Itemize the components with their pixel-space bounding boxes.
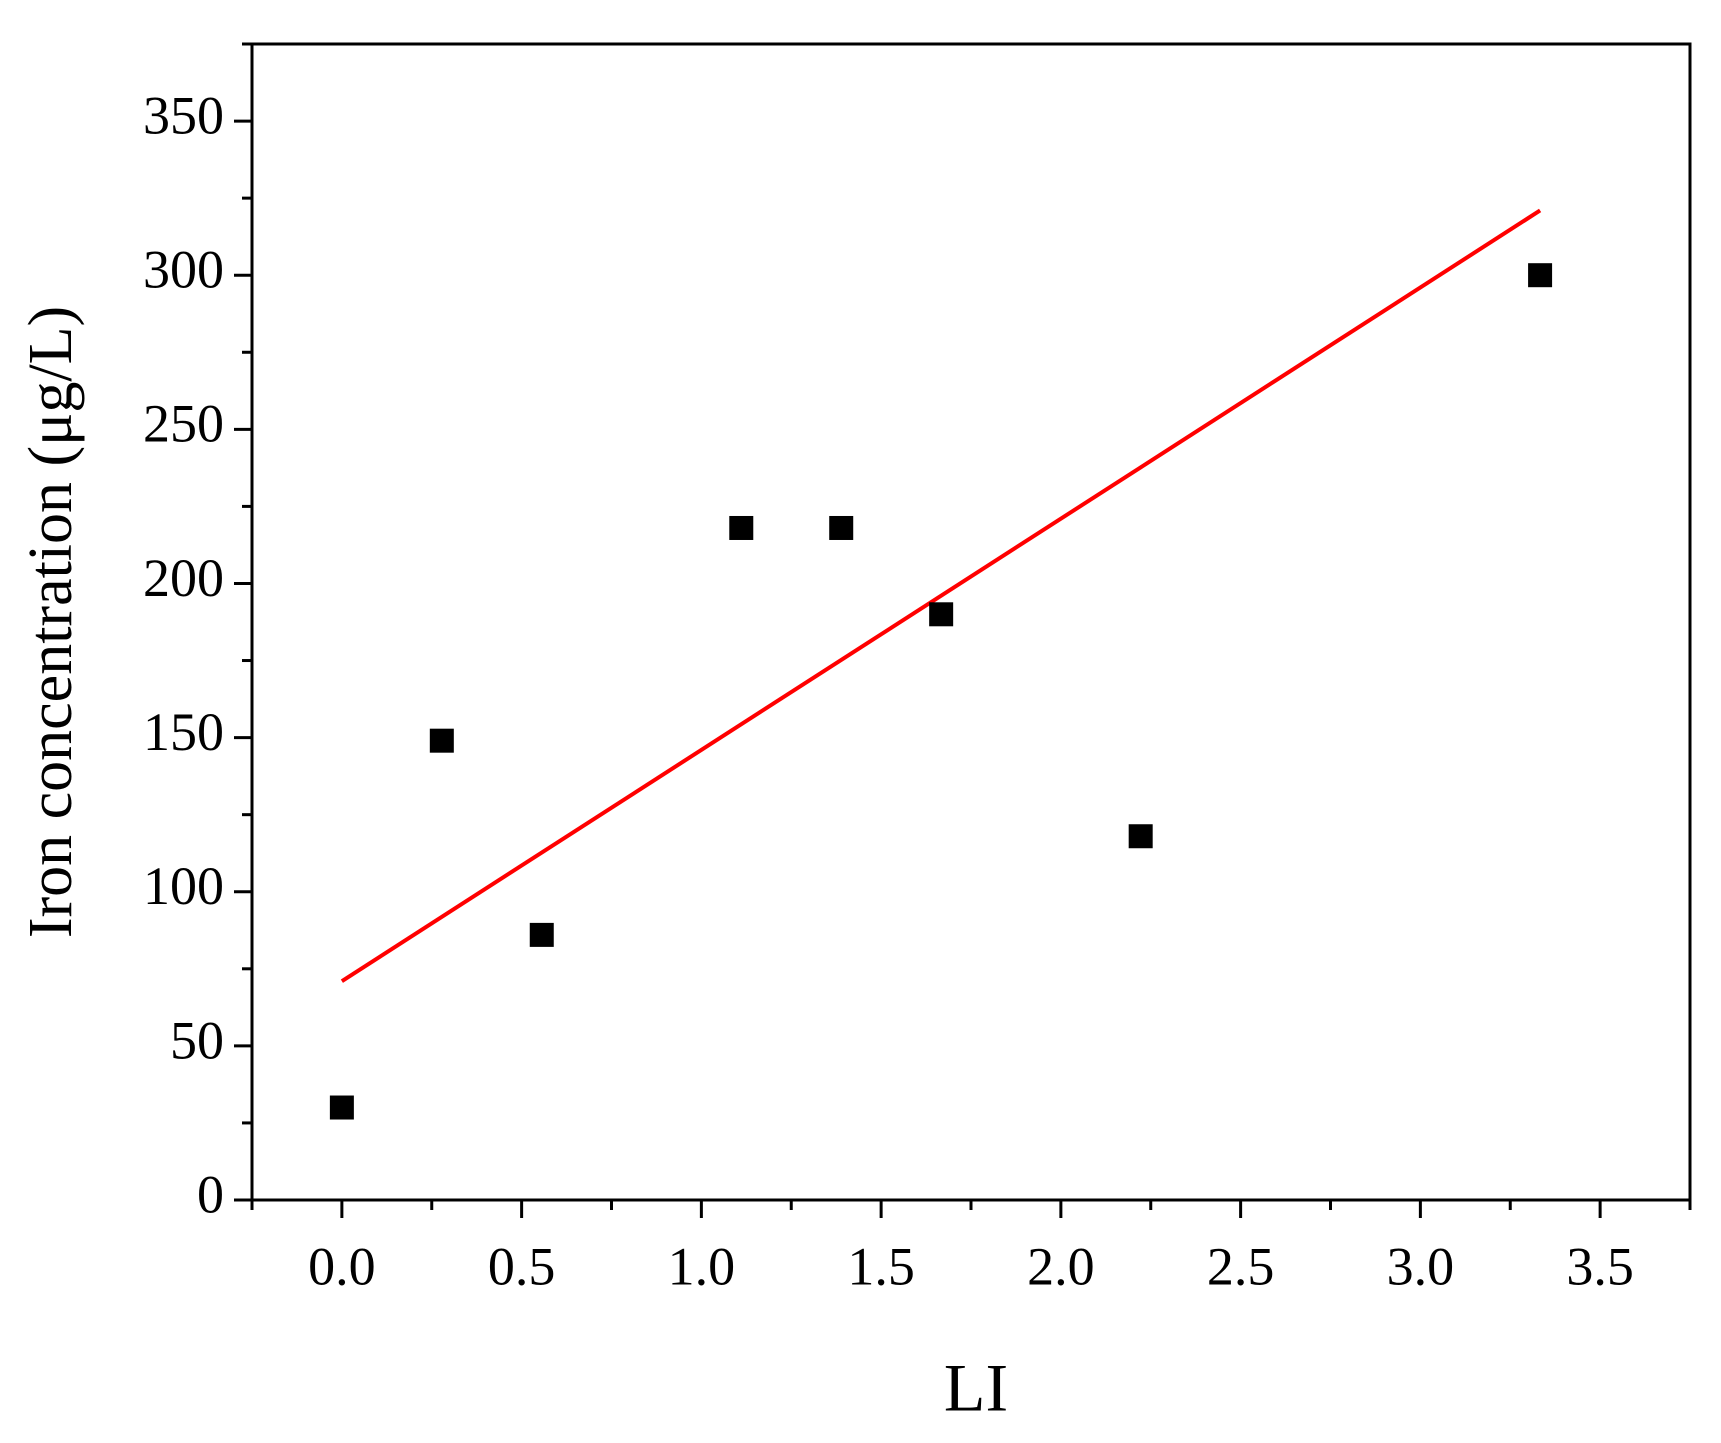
data-point bbox=[329, 1095, 354, 1120]
y-tick-label: 0 bbox=[197, 1164, 224, 1224]
data-point bbox=[1528, 263, 1553, 288]
y-tick-label: 50 bbox=[170, 1010, 224, 1070]
y-tick-label: 150 bbox=[143, 702, 224, 762]
x-tick-label: 2.5 bbox=[1207, 1236, 1275, 1296]
y-tick-label: 200 bbox=[143, 548, 224, 608]
y-axis-label: Iron concentration (μg/L) bbox=[17, 306, 85, 938]
x-tick-label: 0.5 bbox=[488, 1236, 556, 1296]
y-tick-label: 100 bbox=[143, 856, 224, 916]
x-tick-label: 0.0 bbox=[308, 1236, 376, 1296]
data-point bbox=[529, 922, 554, 947]
x-tick-label: 1.5 bbox=[847, 1236, 915, 1296]
fit-line bbox=[340, 208, 1542, 983]
y-tick-label: 250 bbox=[143, 394, 224, 454]
x-axis-label: LI bbox=[944, 1350, 1008, 1426]
x-tick-label: 1.0 bbox=[668, 1236, 736, 1296]
x-tick-label: 3.5 bbox=[1566, 1236, 1634, 1296]
data-point bbox=[729, 515, 754, 540]
plot-frame bbox=[250, 42, 1692, 1202]
y-tick-label: 350 bbox=[143, 85, 224, 145]
data-point bbox=[1128, 824, 1153, 849]
y-tick-label: 300 bbox=[143, 240, 224, 300]
data-point bbox=[429, 728, 454, 753]
x-tick-label: 3.0 bbox=[1387, 1236, 1455, 1296]
data-point bbox=[929, 602, 954, 627]
x-tick-label: 2.0 bbox=[1027, 1236, 1095, 1296]
data-point bbox=[829, 515, 854, 540]
